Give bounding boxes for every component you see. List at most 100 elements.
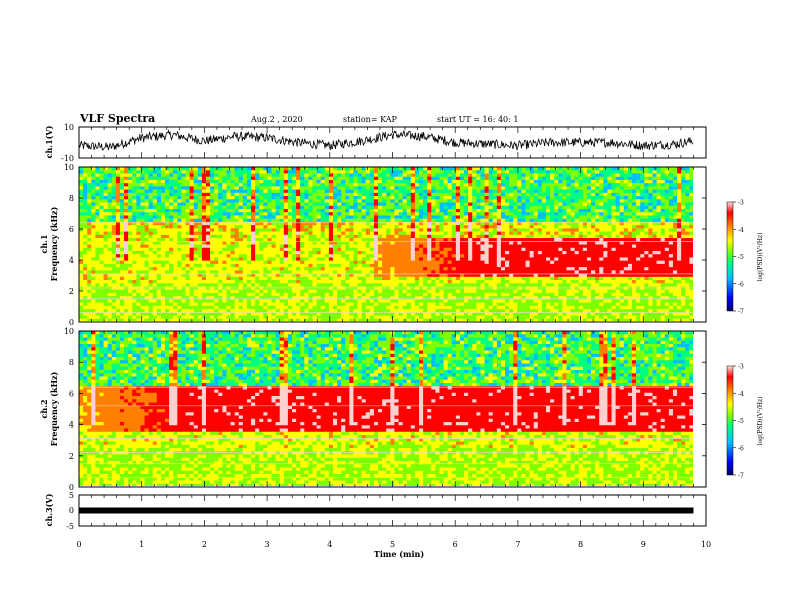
heatmap-cell: [492, 318, 498, 321]
heatmap-cell: [201, 241, 207, 245]
heatmap-cell: [414, 244, 420, 249]
heatmap-cell: [480, 205, 485, 210]
heatmap-cell: [234, 289, 240, 294]
heatmap-cell: [353, 315, 358, 320]
heatmap-cell: [480, 296, 485, 300]
heatmap-cell: [255, 231, 260, 236]
heatmap-cell: [148, 231, 154, 236]
heatmap-cell: [365, 221, 371, 226]
heatmap-cell: [107, 305, 113, 310]
heatmap-cell: [394, 189, 399, 194]
heatmap-cell: [406, 199, 412, 203]
heatmap-cell: [378, 173, 383, 177]
heatmap-cell: [148, 215, 154, 219]
heatmap-cell: [201, 302, 207, 307]
heatmap-cell: [160, 234, 166, 239]
heatmap-cell: [87, 286, 92, 291]
heatmap-cell: [251, 186, 256, 190]
heatmap-cell: [91, 179, 96, 184]
heatmap-cell: [222, 289, 227, 294]
heatmap-cell: [427, 170, 432, 174]
heatmap-cell: [242, 170, 248, 174]
heatmap-cell: [459, 273, 465, 278]
heatmap-cell: [361, 318, 367, 321]
heatmap-cell: [337, 199, 342, 203]
heatmap-cell: [414, 221, 420, 226]
heatmap-cell: [300, 315, 305, 320]
heatmap-cell: [468, 302, 473, 307]
heatmap-cell: [406, 215, 412, 219]
heatmap-cell: [148, 283, 154, 287]
heatmap-cell: [246, 212, 252, 216]
heatmap-cell: [193, 241, 199, 245]
heatmap-cell: [472, 250, 477, 255]
heatmap-cell: [238, 231, 244, 236]
heatmap-cell: [480, 250, 485, 255]
heatmap-cell: [165, 196, 170, 200]
heatmap-cell: [189, 254, 194, 258]
heatmap-cell: [439, 208, 444, 213]
heatmap-cell: [177, 305, 182, 310]
heatmap-cell: [255, 202, 260, 207]
heatmap-cell: [87, 183, 92, 187]
heatmap-cell: [328, 225, 334, 229]
heatmap-cell: [476, 263, 481, 268]
heatmap-cell: [373, 299, 379, 303]
heatmap-cell: [193, 286, 199, 291]
heatmap-cell: [160, 276, 166, 281]
heatmap-cell: [136, 192, 141, 197]
heatmap-cell: [406, 173, 412, 177]
heatmap-cell: [226, 276, 231, 281]
heatmap-cell: [87, 276, 92, 281]
heatmap-cell: [189, 302, 194, 307]
heatmap-cell: [255, 179, 260, 184]
heatmap-cell: [468, 202, 473, 207]
heatmap-cell: [398, 234, 403, 239]
heatmap-cell: [222, 312, 227, 316]
heatmap-cell: [304, 234, 309, 239]
heatmap-cell: [251, 276, 256, 281]
heatmap-cell: [312, 205, 317, 210]
heatmap-cell: [304, 221, 309, 226]
heatmap-cell: [320, 205, 326, 210]
heatmap-cell: [459, 205, 465, 210]
heatmap-cell: [296, 289, 301, 294]
heatmap-cell: [189, 196, 194, 200]
heatmap-cell: [427, 270, 432, 274]
heatmap-cell: [263, 221, 268, 226]
heatmap-cell: [332, 179, 338, 184]
heatmap-cell: [480, 167, 485, 171]
heatmap-cell: [308, 270, 313, 274]
heatmap-cell: [87, 250, 92, 255]
heatmap-cell: [296, 280, 301, 284]
heatmap-cell: [443, 276, 448, 281]
heatmap-cell: [83, 247, 88, 252]
heatmap-cell: [390, 202, 395, 207]
heatmap-cell: [115, 176, 121, 181]
heatmap-cell: [226, 225, 231, 229]
heatmap-cell: [492, 244, 498, 249]
heatmap-cell: [210, 186, 215, 190]
heatmap-cell: [345, 267, 350, 271]
heatmap-cell: [476, 183, 481, 187]
heatmap-cell: [382, 196, 387, 200]
heatmap-cell: [419, 167, 424, 171]
heatmap-cell: [124, 296, 129, 300]
heatmap-cell: [300, 276, 305, 281]
heatmap-cell: [132, 167, 137, 171]
heatmap-cell: [119, 208, 125, 213]
heatmap-cell: [140, 286, 145, 291]
heatmap-cell: [402, 296, 408, 300]
heatmap-cell: [484, 215, 489, 219]
heatmap-cell: [255, 296, 260, 300]
heatmap-cell: [107, 231, 113, 236]
heatmap-cell: [107, 215, 113, 219]
heatmap-cell: [210, 202, 215, 207]
heatmap-cell: [152, 205, 158, 210]
heatmap-cell: [316, 225, 321, 229]
heatmap-cell: [152, 305, 158, 310]
heatmap-cell: [99, 280, 104, 284]
heatmap-cell: [83, 199, 88, 203]
heatmap-cell: [423, 318, 428, 321]
heatmap-cell: [181, 257, 186, 261]
